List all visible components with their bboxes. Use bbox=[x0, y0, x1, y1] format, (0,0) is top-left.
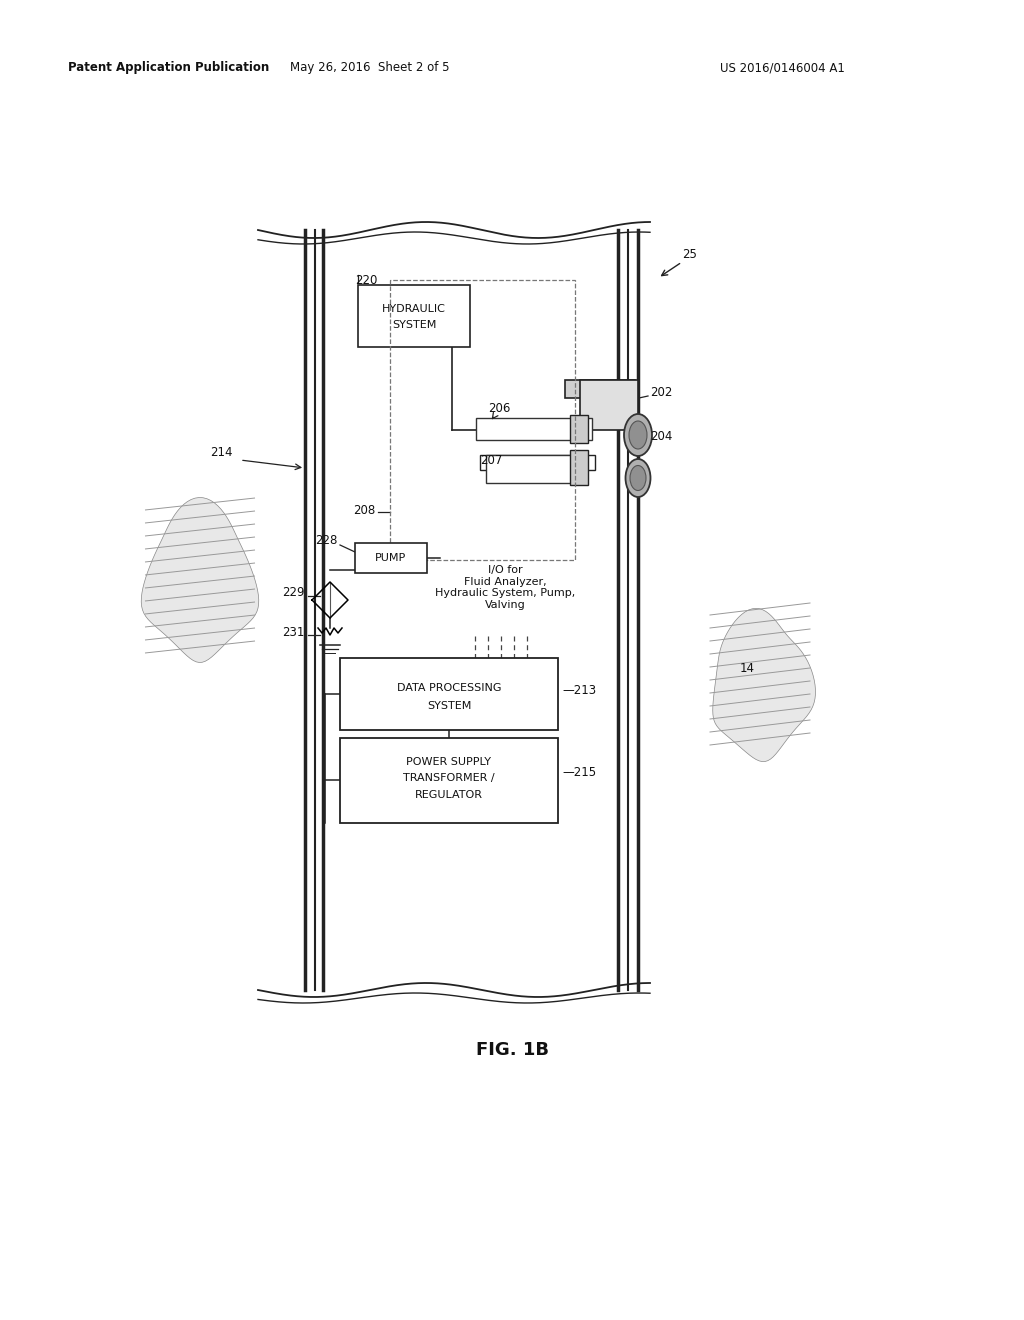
Text: 207: 207 bbox=[480, 454, 503, 466]
Text: —213: —213 bbox=[562, 684, 596, 697]
FancyBboxPatch shape bbox=[355, 543, 427, 573]
FancyBboxPatch shape bbox=[486, 455, 586, 483]
Text: 229: 229 bbox=[282, 586, 304, 599]
FancyBboxPatch shape bbox=[570, 450, 588, 484]
FancyBboxPatch shape bbox=[565, 380, 635, 399]
Text: DATA PROCESSING: DATA PROCESSING bbox=[396, 682, 502, 693]
Text: 25: 25 bbox=[682, 248, 697, 261]
Text: —215: —215 bbox=[562, 766, 596, 779]
FancyBboxPatch shape bbox=[570, 414, 588, 444]
FancyBboxPatch shape bbox=[358, 285, 470, 347]
Text: May 26, 2016  Sheet 2 of 5: May 26, 2016 Sheet 2 of 5 bbox=[290, 62, 450, 74]
FancyBboxPatch shape bbox=[340, 657, 558, 730]
Text: 14: 14 bbox=[740, 661, 755, 675]
Text: POWER SUPPLY: POWER SUPPLY bbox=[407, 756, 492, 767]
Text: SYSTEM: SYSTEM bbox=[392, 319, 436, 330]
FancyBboxPatch shape bbox=[476, 418, 592, 440]
Text: 208: 208 bbox=[353, 503, 375, 516]
Text: 206: 206 bbox=[488, 401, 510, 414]
Text: REGULATOR: REGULATOR bbox=[415, 789, 483, 800]
Text: 204: 204 bbox=[650, 429, 673, 442]
Text: I/O for
Fluid Analyzer,
Hydraulic System, Pump,
Valving: I/O for Fluid Analyzer, Hydraulic System… bbox=[435, 565, 575, 610]
FancyBboxPatch shape bbox=[480, 422, 590, 436]
Text: 220: 220 bbox=[355, 273, 378, 286]
FancyBboxPatch shape bbox=[340, 738, 558, 822]
Text: Patent Application Publication: Patent Application Publication bbox=[68, 62, 269, 74]
Text: US 2016/0146004 A1: US 2016/0146004 A1 bbox=[720, 62, 845, 74]
Text: HYDRAULIC: HYDRAULIC bbox=[382, 304, 445, 314]
Text: SYSTEM: SYSTEM bbox=[427, 701, 471, 711]
Text: 228: 228 bbox=[315, 533, 337, 546]
Text: 214: 214 bbox=[210, 446, 232, 458]
Text: 202: 202 bbox=[650, 387, 673, 400]
Ellipse shape bbox=[626, 459, 650, 498]
Ellipse shape bbox=[630, 466, 646, 491]
FancyBboxPatch shape bbox=[480, 455, 595, 470]
Text: TRANSFORMER /: TRANSFORMER / bbox=[403, 774, 495, 783]
Text: FIG. 1B: FIG. 1B bbox=[475, 1041, 549, 1059]
Polygon shape bbox=[141, 498, 259, 663]
Ellipse shape bbox=[624, 414, 652, 455]
Text: 231: 231 bbox=[282, 626, 304, 639]
Ellipse shape bbox=[629, 421, 647, 449]
Polygon shape bbox=[713, 609, 815, 762]
FancyBboxPatch shape bbox=[580, 380, 638, 430]
Text: PUMP: PUMP bbox=[376, 553, 407, 564]
